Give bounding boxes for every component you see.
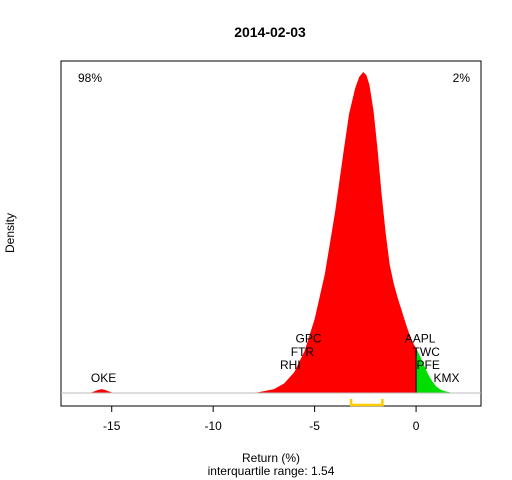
annotation-aapl: AAPL — [405, 331, 436, 345]
x-tick-label--15: -15 — [103, 419, 121, 433]
x-axis-label: Return (%) — [242, 451, 300, 465]
density-area — [89, 72, 453, 393]
annotation-rhi: RHI — [280, 358, 301, 372]
x-tick-label--10: -10 — [205, 419, 223, 433]
negative-share-label: 98% — [78, 71, 102, 85]
y-axis-label: Density — [3, 213, 17, 253]
annotation-gpc: GPC — [295, 331, 321, 345]
x-tick-label-0: 0 — [413, 419, 420, 433]
negative-density-area — [89, 72, 417, 393]
x-tick-label--5: -5 — [309, 419, 320, 433]
positive-density-area — [416, 348, 453, 393]
positive-share-label: 2% — [453, 71, 471, 85]
chart-title: 2014-02-03 — [234, 24, 306, 40]
annotation-oke: OKE — [91, 371, 116, 385]
annotation-pfe: PFE — [417, 358, 440, 372]
annotation-ftr: FTR — [291, 345, 315, 359]
plot-frame — [60, 60, 482, 407]
iqr-bracket — [349, 399, 384, 407]
x-axis: -15 -10 -5 0 — [103, 406, 420, 433]
annotation-twc: TWC — [413, 345, 441, 359]
chart-subtitle: interquartile range: 1.54 — [208, 464, 335, 478]
annotation-kmx: KMX — [433, 371, 459, 385]
